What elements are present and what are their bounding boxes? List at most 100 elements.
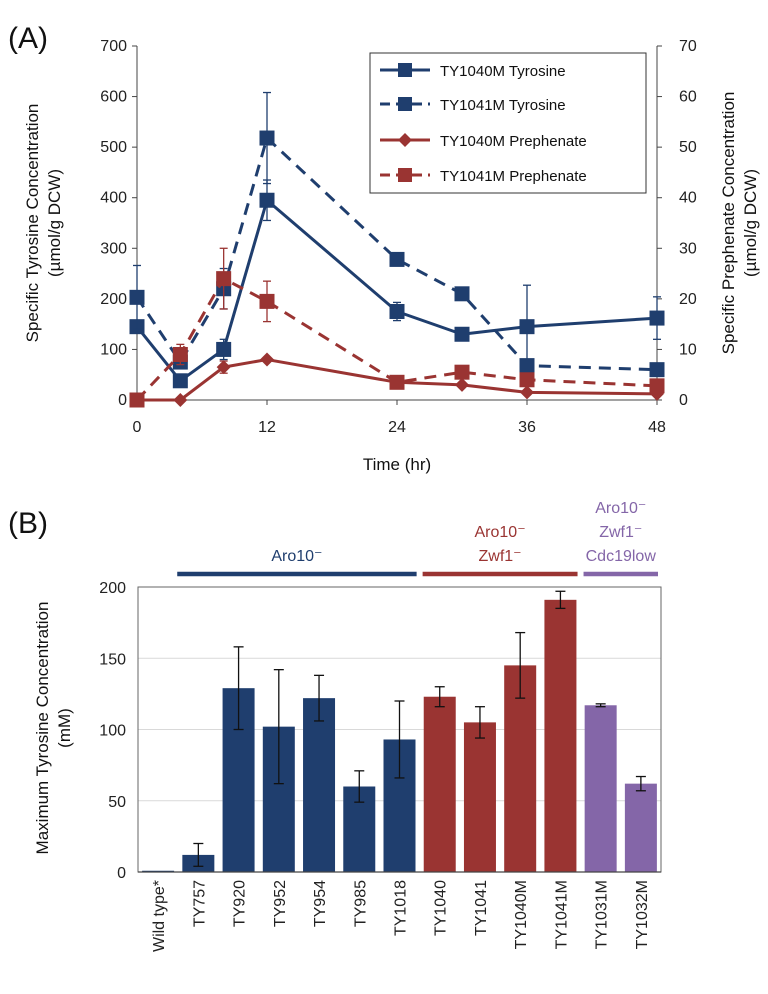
chart-a-x-tick-label: 0 [133,419,142,436]
bar-ty1041m [544,599,577,872]
chart-a-y2-tick-label: 30 [679,240,697,257]
data-point-ty1040m-tyrosine [519,319,535,335]
group-label-1-line-1: Zwf1⁻ [479,548,522,565]
data-point-ty1041m-prephenate [129,392,145,408]
legend-label-ty1041m-tyrosine: TY1041M Tyrosine [440,97,566,114]
legend-label-ty1040m-prephenate: TY1040M Prephenate [440,133,587,150]
chart-a-x-tick-label: 48 [648,419,666,436]
data-point-ty1040m-prephenate [173,393,188,407]
data-point-ty1041m-prephenate [454,364,470,380]
chart-b-category-label: TY1041M [553,880,570,949]
chart-b-category-label: TY757 [191,880,208,927]
chart-b-category-label: TY952 [272,880,289,927]
group-label-0-line-0: Aro10⁻ [271,548,322,565]
chart-a-y-axis-title-line1: Specific Tyrosine Concentration [23,104,42,343]
chart-a-x-tick-label: 12 [258,419,276,436]
max-tyrosine-bar-chart: Aro10⁻ Aro10⁻ Zwf1⁻ Aro10⁻ Zwf1⁻ Cdc19low 0 50… [33,500,662,952]
legend-item-ty1041m-prephenate: TY1041M Prephenate [380,168,587,185]
group-label-2-line-0: Aro10⁻ [595,500,646,517]
chart-a-y-tick-label: 600 [100,89,127,106]
data-point-ty1040m-tyrosine [454,326,470,342]
data-point-ty1041m-tyrosine [454,286,470,302]
data-point-ty1041m-prephenate [259,293,275,309]
data-point-ty1040m-tyrosine [389,304,405,319]
series-line-ty1040m-tyrosine [135,198,658,383]
panel-a-label: (A) [8,22,48,55]
data-point-ty1041m-prephenate [172,346,188,362]
data-point-ty1040m-tyrosine [172,373,188,389]
bar-ty1032m [624,783,657,872]
group-label-1-line-0: Aro10⁻ [475,524,526,541]
chart-b-category-label: TY1032M [634,880,651,949]
chart-a-y2-tick-label: 60 [679,89,697,106]
bar-ty1040m [504,665,537,872]
bar-ty1041 [463,722,496,872]
chart-b-y-tick-label: 50 [108,794,126,811]
chart-a-y2-tick-label: 40 [679,190,697,207]
chart-a-y2-axis-title: Specific Prephenate Concentration (µmol/… [719,92,760,355]
chart-b-category-label: TY1031M [594,880,611,949]
data-point-ty1040m-tyrosine [649,310,665,326]
chart-b-y-tick-label: 200 [99,580,126,597]
chart-b-category-label: TY920 [232,880,249,927]
data-point-ty1041m-prephenate [216,271,232,287]
chart-b-y-axis-title-line2: (mM) [55,708,74,748]
chart-b-y-tick-label: 150 [99,651,126,668]
data-point-ty1040m-prephenate [455,377,469,392]
data-point-ty1041m-tyrosine [259,130,275,146]
data-point-ty1040m-tyrosine [216,341,232,357]
chart-a-x-tick-label: 36 [518,419,536,436]
series-line-ty1041m-tyrosine [135,136,658,372]
data-point-ty1040m-prephenate [520,385,534,400]
legend-label-ty1040m-tyrosine: TY1040M Tyrosine [440,63,566,80]
data-point-ty1041m-prephenate [389,374,405,390]
data-point-ty1041m-tyrosine [649,362,665,378]
legend-marker-ty1040m-tyrosine [398,63,412,77]
chart-a-y-tick-label: 400 [100,190,127,207]
chart-a-y2-tick-label: 10 [679,341,697,358]
group-label-2-line-2: Cdc19low [586,548,657,565]
legend-box [369,52,647,194]
chart-b-y-tick-label: 100 [99,723,126,740]
chart-a-y2-tick-label: 50 [679,139,697,156]
data-point-ty1041m-tyrosine [129,289,145,305]
chart-a-y2-tick-label: 70 [679,38,697,55]
data-point-ty1040m-tyrosine [259,192,275,208]
chart-a-y2-tick-label: 20 [679,291,697,308]
chart-a-y2-tick-label: 0 [679,392,688,409]
chart-a-y-tick-label: 300 [100,240,127,257]
legend-item-ty1041m-tyrosine: TY1041M Tyrosine [380,97,566,114]
chart-b-y-axis-title-line1: Maximum Tyrosine Concentration [33,602,52,855]
group-label-2-line-1: Zwf1⁻ [599,524,642,541]
chart-b-category-label: TY985 [352,880,369,927]
chart-b-category-label: TY1041 [473,880,490,936]
legend-marker-ty1041m-prephenate [398,168,412,182]
chart-a-y-tick-label: 100 [100,341,127,358]
panel-b-label: (B) [8,507,48,540]
legend-item-ty1040m-tyrosine: TY1040M Tyrosine [380,63,566,80]
chart-b-y-axis-title: Maximum Tyrosine Concentration (mM) [33,602,74,855]
chart-b-y-tick-label: 0 [117,865,126,882]
legend-marker-ty1041m-tyrosine [398,97,412,111]
strain-group-annotations: Aro10⁻ Aro10⁻ Zwf1⁻ Aro10⁻ Zwf1⁻ Cdc19low [177,500,658,577]
data-point-ty1041m-prephenate [519,372,535,388]
chart-a-legend: TY1040M Tyrosine TY1041M Tyrosine TY1040… [369,52,647,194]
chart-a-y-axis-title: Specific Tyrosine Concentration (µmol/g … [23,104,64,343]
chart-a-y-tick-label: 0 [118,392,127,409]
legend-marker-ty1040m-prephenate [398,133,412,147]
data-point-ty1041m-tyrosine [519,358,535,374]
chart-a-y-tick-label: 700 [100,38,127,55]
chart-a-y2-axis-title-line2: (µmol/g DCW) [741,169,760,277]
legend-label-ty1041m-prephenate: TY1041M Prephenate [440,168,587,185]
data-point-ty1040m-prephenate [216,360,231,375]
bar-ty1040 [423,696,456,872]
chart-b-category-label: TY1018 [393,880,410,936]
legend-item-ty1040m-prephenate: TY1040M Prephenate [380,133,587,150]
chart-b-category-label: TY1040 [433,880,450,936]
chart-a-x-tick-label: 24 [388,419,406,436]
data-point-ty1040m-prephenate [260,352,274,367]
bar-ty954 [303,698,336,872]
